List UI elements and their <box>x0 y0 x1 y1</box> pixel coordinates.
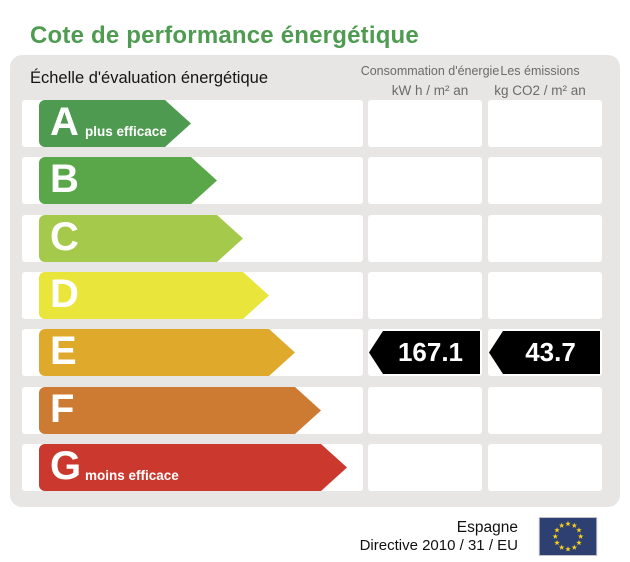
rating-qualifier: plus efficace <box>85 124 167 139</box>
emissions-cell <box>488 387 602 434</box>
scale-header: Échelle d'évaluation énergétique <box>30 69 268 87</box>
rating-arrow-b: B <box>39 157 217 204</box>
country-label: Espagne <box>456 519 518 536</box>
scale-cell: C <box>22 215 363 262</box>
rating-arrow-f: F <box>39 387 321 434</box>
scale-row-a: A plus efficace <box>10 100 620 147</box>
consumption-cell <box>368 157 482 204</box>
consumption-cell <box>368 387 482 434</box>
rating-panel: Échelle d'évaluation énergétique Consomm… <box>10 55 620 507</box>
scale-cell: D <box>22 272 363 319</box>
emissions-cell <box>488 444 602 491</box>
scale-cell: A plus efficace <box>22 100 363 147</box>
rating-letter: D <box>50 272 79 316</box>
scale-cell: G moins efficace <box>22 444 363 491</box>
emissions-cell <box>488 272 602 319</box>
rating-arrow-d: D <box>39 272 269 319</box>
rating-letter: C <box>50 215 79 259</box>
emissions-column-title: Les émissions <box>500 64 580 78</box>
consumption-cell <box>368 444 482 491</box>
consumption-cell <box>368 272 482 319</box>
emissions-cell <box>488 100 602 147</box>
rating-letter: G <box>50 444 82 488</box>
eu-flag-icon <box>538 517 598 556</box>
scale-row-d: D <box>10 272 620 319</box>
emissions-column-unit: kg CO2 / m² an <box>494 83 586 98</box>
consumption-cell <box>368 215 482 262</box>
emissions-cell: 43.7 <box>488 329 602 376</box>
scale-cell: F <box>22 387 363 434</box>
emissions-cell <box>488 215 602 262</box>
consumption-cell <box>368 100 482 147</box>
scale-row-e: E 167.1 43.7 <box>10 329 620 376</box>
rating-arrow-g: G moins efficace <box>39 444 347 491</box>
scale-row-c: C <box>10 215 620 262</box>
footer-text: Espagne Directive 2010 / 31 / EU <box>360 519 518 554</box>
consumption-cell: 167.1 <box>368 329 482 376</box>
rating-arrow-c: C <box>39 215 243 262</box>
scale-row-f: F <box>10 387 620 434</box>
scale-cell: B <box>22 157 363 204</box>
rating-letter: E <box>50 329 77 373</box>
consumption-column-title: Consommation d'énergie <box>360 64 500 78</box>
rating-letter: B <box>50 157 79 201</box>
scale-row-b: B <box>10 157 620 204</box>
rating-arrow-a: A plus efficace <box>39 100 191 147</box>
rating-letter: A <box>50 100 79 144</box>
consumption-value-tag: 167.1 <box>369 331 480 374</box>
rating-qualifier: moins efficace <box>85 468 179 483</box>
directive-label: Directive 2010 / 31 / EU <box>359 536 518 554</box>
scale-cell: E <box>22 329 363 376</box>
emissions-cell <box>488 157 602 204</box>
consumption-column-unit: kW h / m² an <box>391 83 469 98</box>
page-title: Cote de performance énergétique <box>30 22 419 49</box>
scale-row-g: G moins efficace <box>10 444 620 491</box>
rating-arrow-e: E <box>39 329 295 376</box>
emissions-value-tag: 43.7 <box>489 331 600 374</box>
rating-letter: F <box>50 387 75 431</box>
